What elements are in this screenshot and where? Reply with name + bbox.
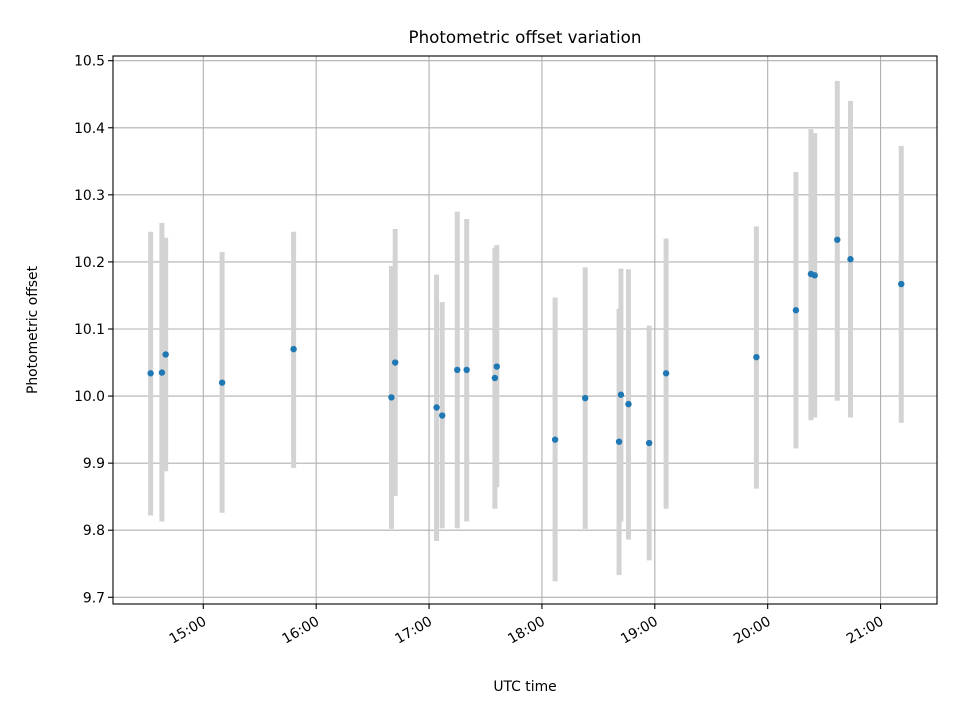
data-point: [454, 366, 461, 374]
data-point: [582, 394, 589, 402]
y-tick-label: 10.3: [74, 188, 105, 204]
data-point: [433, 404, 440, 411]
data-point: [615, 438, 623, 445]
y-tick-label: 9.9: [83, 456, 105, 472]
data-point: [847, 256, 854, 263]
data-point: [391, 359, 399, 366]
data-point: [792, 307, 800, 314]
data-point: [662, 370, 670, 377]
y-tick-label: 10.0: [74, 389, 105, 405]
chart-title: Photometric offset variation: [409, 27, 642, 47]
data-point: [290, 345, 297, 353]
data-point: [625, 400, 632, 408]
data-point: [834, 236, 841, 243]
y-tick-label: 10.2: [74, 255, 105, 271]
y-tick-label: 10.1: [74, 322, 105, 338]
data-point: [162, 351, 169, 358]
y-tick-label: 9.7: [83, 590, 105, 606]
y-tick-label: 9.8: [83, 523, 105, 539]
plot-frame: [112, 55, 938, 605]
data-point: [463, 366, 470, 374]
data-point: [493, 363, 500, 370]
data-point: [811, 272, 818, 279]
data-point: [617, 391, 625, 398]
data-point: [645, 439, 653, 447]
x-axis-label: UTC time: [493, 679, 556, 695]
data-point: [388, 394, 395, 401]
data-point: [753, 353, 760, 361]
data-point: [218, 379, 226, 386]
data-point: [491, 374, 499, 382]
data-point: [439, 412, 446, 419]
data-point: [158, 369, 166, 376]
y-tick-label: 10.4: [74, 121, 105, 137]
grid: [113, 56, 937, 604]
data-point: [898, 280, 905, 288]
y-axis-label: Photometric offset: [25, 265, 41, 394]
data-point: [147, 370, 154, 377]
y-tick-label: 10.5: [74, 54, 105, 70]
data-points: [147, 236, 905, 447]
data-point: [551, 436, 559, 443]
